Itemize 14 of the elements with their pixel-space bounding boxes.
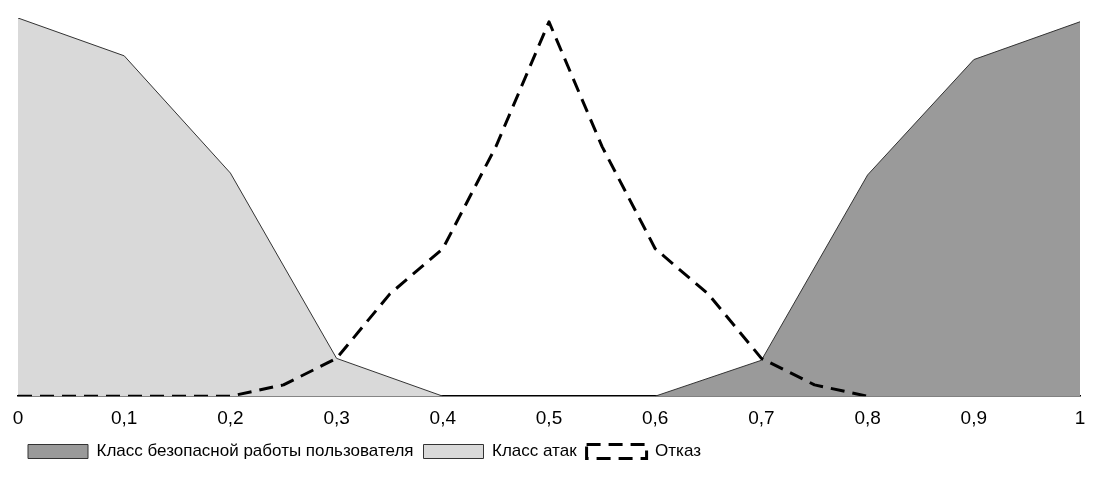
- legend-label: Класс атак: [492, 441, 578, 461]
- x-tick-label: 0,8: [854, 406, 881, 428]
- x-tick-label: 0,4: [429, 406, 457, 428]
- x-tick-label: 0,2: [217, 406, 244, 428]
- x-tick-label: 0: [12, 406, 24, 428]
- x-tick-label: 0,3: [323, 406, 350, 428]
- x-tick-label: 1: [1074, 406, 1086, 428]
- legend-label: Класс безопасной работы пользователя: [96, 441, 414, 461]
- legend-label: Отказ: [655, 441, 702, 461]
- x-tick-label: 0,6: [641, 406, 669, 428]
- x-tick-label: 0,9: [960, 406, 988, 428]
- x-tick-label: 0,5: [535, 406, 563, 428]
- x-tick-label: 0,7: [748, 406, 775, 428]
- x-tick-label: 0,1: [110, 406, 138, 428]
